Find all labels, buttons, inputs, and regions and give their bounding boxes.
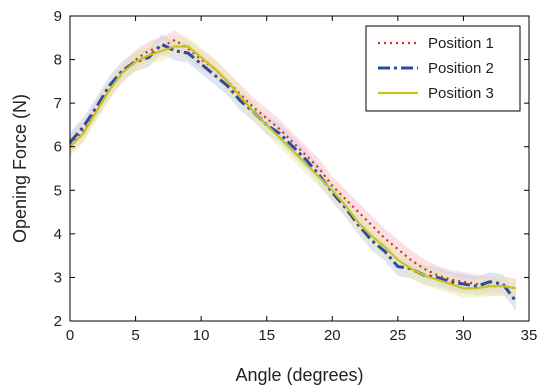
y-tick-label: 5	[54, 182, 62, 199]
x-tick-label: 25	[390, 327, 407, 344]
series-lines	[68, 38, 518, 303]
y-tick-label: 4	[54, 226, 62, 243]
y-tick-label: 3	[54, 269, 62, 286]
x-tick-label: 20	[324, 327, 341, 344]
legend-label-3: Position 3	[428, 85, 494, 102]
series-line-2	[68, 42, 518, 303]
x-tick-label: 0	[66, 327, 74, 344]
x-axis-label: Angle (degrees)	[235, 365, 363, 385]
x-tick-label: 35	[521, 327, 538, 344]
legend-label-1: Position 1	[428, 35, 494, 52]
x-tick-label: 10	[193, 327, 210, 344]
axis-ticks: 0 5 10 15 20 25 30 35 2 3 4 5 6 7 8 9	[54, 8, 538, 344]
y-tick-label: 8	[54, 52, 62, 69]
y-tick-label: 6	[54, 139, 62, 156]
y-tick-label: 9	[54, 8, 62, 25]
x-tick-label: 5	[131, 327, 139, 344]
legend: Position 1 Position 2 Position 3	[365, 25, 521, 112]
y-tick-label: 7	[54, 95, 62, 112]
series-line-3	[69, 45, 517, 290]
legend-box	[365, 25, 521, 112]
x-tick-label: 15	[258, 327, 275, 344]
legend-label-2: Position 2	[428, 60, 494, 77]
y-tick-label: 2	[54, 313, 62, 330]
y-axis-label: Opening Force (N)	[10, 94, 30, 243]
series-line-1	[69, 38, 517, 290]
plot-frame	[69, 15, 530, 322]
x-tick-label: 30	[455, 327, 472, 344]
